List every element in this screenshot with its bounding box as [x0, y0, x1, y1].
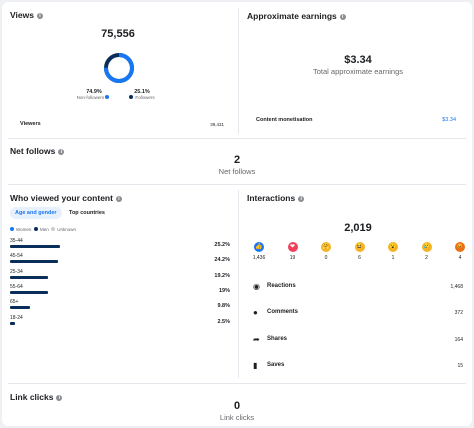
reaction-count: 2 [425, 255, 428, 261]
love-icon: ❤ [287, 242, 298, 252]
views-total: 75,556 [101, 28, 135, 40]
age-row-value: 19.2% [214, 272, 230, 279]
interaction-label: Comments [267, 309, 299, 315]
interaction-value: 1,468 [450, 284, 463, 290]
age-row-value: 9.8% [217, 303, 230, 310]
viewers-label: Viewers [20, 121, 41, 127]
reaction-count: 4 [458, 255, 462, 261]
reaction-count: 1,436 [252, 255, 266, 261]
interactions-title: Interactions i [247, 193, 305, 203]
net-follows-label: Net follows [218, 167, 256, 176]
link-clicks-label: Link clicks [219, 413, 255, 422]
haha-icon: 😆 [354, 242, 365, 252]
non-followers-dot [105, 95, 110, 99]
tab-top-countries[interactable]: Top countries [69, 210, 105, 216]
monetisation-value[interactable]: $3.34 [442, 117, 456, 123]
age-row-label: 55-64 [10, 283, 23, 290]
interaction-value: 15 [457, 363, 463, 369]
reaction-count: 6 [358, 255, 361, 261]
sad-icon: 😢 [421, 242, 432, 252]
wow-icon: 😮 [388, 242, 398, 252]
care-icon: 🤗 [321, 242, 331, 252]
age-row-bar [10, 245, 61, 248]
reactions-icon: ◉ [253, 282, 260, 291]
info-icon[interactable]: i [339, 14, 346, 20]
age-row-bar [10, 290, 48, 294]
women-dot [10, 227, 14, 231]
interaction-value: 372 [454, 310, 463, 316]
link-clicks-title: Link clicks i [10, 392, 63, 402]
age-row-label: 18-24 [10, 314, 23, 321]
link-clicks-value: 0 [233, 400, 241, 412]
info-icon[interactable]: i [36, 13, 43, 19]
share-icon: ➦ [253, 335, 260, 344]
age-row-value: 2.5% [217, 318, 230, 325]
age-row-value: 24.2% [214, 257, 230, 264]
followers-stat: 25.1% Followers [122, 89, 162, 100]
age-row-label: 45-54 [10, 253, 23, 260]
views-donut-chart [104, 53, 134, 83]
info-icon[interactable]: i [115, 196, 122, 202]
unknown-dot [51, 227, 56, 231]
comment-icon: ● [253, 308, 258, 317]
views-title: Views i [10, 10, 43, 20]
age-row-bar [10, 306, 30, 310]
interaction-value: 164 [454, 337, 463, 343]
reaction-count: 1 [391, 255, 395, 261]
like-icon: 👍 [254, 242, 264, 252]
tab-age-and-gender[interactable]: Age and gender [10, 207, 62, 219]
donut-non-followers-segment [104, 53, 134, 83]
reaction-count: 0 [324, 255, 328, 261]
non-followers-stat: 74.9% Non-followers [72, 89, 116, 100]
net-follows-title: Net follows i [10, 146, 65, 156]
age-row-bar [10, 260, 59, 264]
gender-legend: Women Men Unknown [10, 227, 76, 232]
info-icon[interactable]: i [298, 196, 305, 202]
men-dot [33, 227, 38, 231]
angry-icon: 😡 [455, 242, 465, 252]
net-follows-value: 2 [233, 154, 241, 166]
who-viewed-title: Who viewed your content i [10, 193, 122, 203]
age-row-bar [10, 275, 49, 279]
earnings-amount: $3.34 [344, 54, 372, 66]
age-row-label: 65+ [10, 299, 19, 306]
viewers-value: 39,431 [210, 122, 224, 127]
age-row-label: 25-34 [10, 268, 23, 275]
bookmark-icon: ▮ [253, 361, 258, 370]
info-icon[interactable]: i [58, 149, 65, 155]
earnings-title: Approximate earnings i [247, 11, 346, 21]
interaction-label: Reactions [267, 283, 296, 289]
reaction-count: 19 [289, 255, 296, 261]
earnings-amount-label: Total approximate earnings [312, 67, 404, 76]
interaction-label: Shares [267, 336, 288, 342]
age-row-bar [10, 321, 15, 325]
interactions-total: 2,019 [344, 222, 372, 234]
interaction-label: Saves [267, 362, 285, 368]
age-row-value: 25.2% [214, 242, 230, 248]
followers-dot [129, 95, 134, 99]
info-icon[interactable]: i [56, 395, 63, 401]
age-row-label: 35-44 [10, 238, 23, 244]
age-row-value: 19% [218, 287, 230, 294]
monetisation-label: Content monetisation [256, 117, 313, 123]
